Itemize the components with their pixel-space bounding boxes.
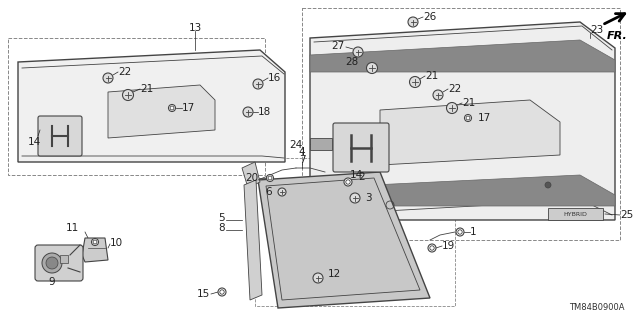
Text: 16: 16 bbox=[268, 73, 281, 83]
Text: 21: 21 bbox=[462, 98, 476, 108]
Bar bbox=[255, 158, 455, 306]
Circle shape bbox=[367, 63, 378, 73]
Text: 22: 22 bbox=[118, 67, 131, 77]
Polygon shape bbox=[242, 162, 260, 188]
Text: 14: 14 bbox=[28, 137, 41, 147]
Text: 24: 24 bbox=[289, 140, 302, 150]
Bar bbox=[548, 208, 603, 220]
Text: 4: 4 bbox=[299, 147, 305, 157]
Circle shape bbox=[218, 288, 226, 296]
Polygon shape bbox=[108, 85, 215, 138]
Text: 8: 8 bbox=[218, 223, 225, 233]
Circle shape bbox=[278, 188, 286, 196]
Text: 23: 23 bbox=[590, 25, 604, 35]
Circle shape bbox=[42, 253, 62, 273]
Polygon shape bbox=[244, 180, 262, 300]
Text: 27: 27 bbox=[332, 41, 345, 51]
Circle shape bbox=[410, 77, 420, 87]
Circle shape bbox=[447, 102, 458, 114]
Polygon shape bbox=[18, 50, 285, 162]
Circle shape bbox=[122, 90, 134, 100]
Polygon shape bbox=[82, 238, 108, 262]
Circle shape bbox=[433, 90, 443, 100]
Text: HYBRID: HYBRID bbox=[563, 211, 587, 217]
Text: FR.: FR. bbox=[607, 31, 628, 41]
Text: 21: 21 bbox=[425, 71, 438, 81]
Polygon shape bbox=[310, 175, 615, 206]
Circle shape bbox=[456, 228, 464, 236]
Circle shape bbox=[103, 73, 113, 83]
Text: 7: 7 bbox=[299, 155, 305, 165]
Text: 25: 25 bbox=[620, 210, 633, 220]
Text: 1: 1 bbox=[470, 227, 477, 237]
Text: 20: 20 bbox=[245, 173, 258, 183]
Polygon shape bbox=[310, 22, 615, 220]
Circle shape bbox=[243, 107, 253, 117]
FancyBboxPatch shape bbox=[333, 123, 389, 172]
Circle shape bbox=[92, 239, 99, 246]
Circle shape bbox=[545, 182, 551, 188]
Circle shape bbox=[344, 178, 352, 186]
Text: 26: 26 bbox=[423, 12, 436, 22]
Text: 9: 9 bbox=[49, 277, 55, 287]
Circle shape bbox=[408, 17, 418, 27]
FancyBboxPatch shape bbox=[38, 116, 82, 156]
Polygon shape bbox=[310, 40, 615, 72]
Text: 11: 11 bbox=[65, 223, 79, 233]
Text: 5: 5 bbox=[218, 213, 225, 223]
Text: 17: 17 bbox=[478, 113, 492, 123]
Circle shape bbox=[46, 257, 58, 269]
Text: 15: 15 bbox=[196, 289, 210, 299]
Polygon shape bbox=[258, 172, 430, 308]
Text: 13: 13 bbox=[188, 23, 202, 33]
Text: 19: 19 bbox=[442, 241, 455, 251]
Text: 18: 18 bbox=[258, 107, 271, 117]
Text: 2: 2 bbox=[358, 172, 365, 182]
Text: 12: 12 bbox=[328, 269, 341, 279]
Circle shape bbox=[465, 115, 472, 122]
Text: 28: 28 bbox=[345, 57, 358, 67]
Circle shape bbox=[168, 105, 175, 112]
Bar bbox=[8, 38, 265, 175]
Circle shape bbox=[428, 244, 436, 252]
Text: 14: 14 bbox=[350, 170, 364, 180]
Circle shape bbox=[350, 193, 360, 203]
Text: 22: 22 bbox=[448, 84, 461, 94]
Text: 6: 6 bbox=[266, 187, 272, 197]
Circle shape bbox=[266, 174, 273, 182]
Text: 10: 10 bbox=[110, 238, 123, 248]
Circle shape bbox=[253, 79, 263, 89]
Circle shape bbox=[313, 273, 323, 283]
Text: 3: 3 bbox=[365, 193, 372, 203]
Circle shape bbox=[353, 47, 363, 57]
Bar bbox=[60, 255, 68, 263]
Text: TM84B0900A: TM84B0900A bbox=[570, 303, 625, 312]
Text: 21: 21 bbox=[140, 84, 153, 94]
Bar bbox=[310, 138, 332, 150]
Bar bbox=[302, 8, 620, 240]
Polygon shape bbox=[380, 100, 560, 165]
Text: 17: 17 bbox=[182, 103, 195, 113]
FancyBboxPatch shape bbox=[35, 245, 83, 281]
